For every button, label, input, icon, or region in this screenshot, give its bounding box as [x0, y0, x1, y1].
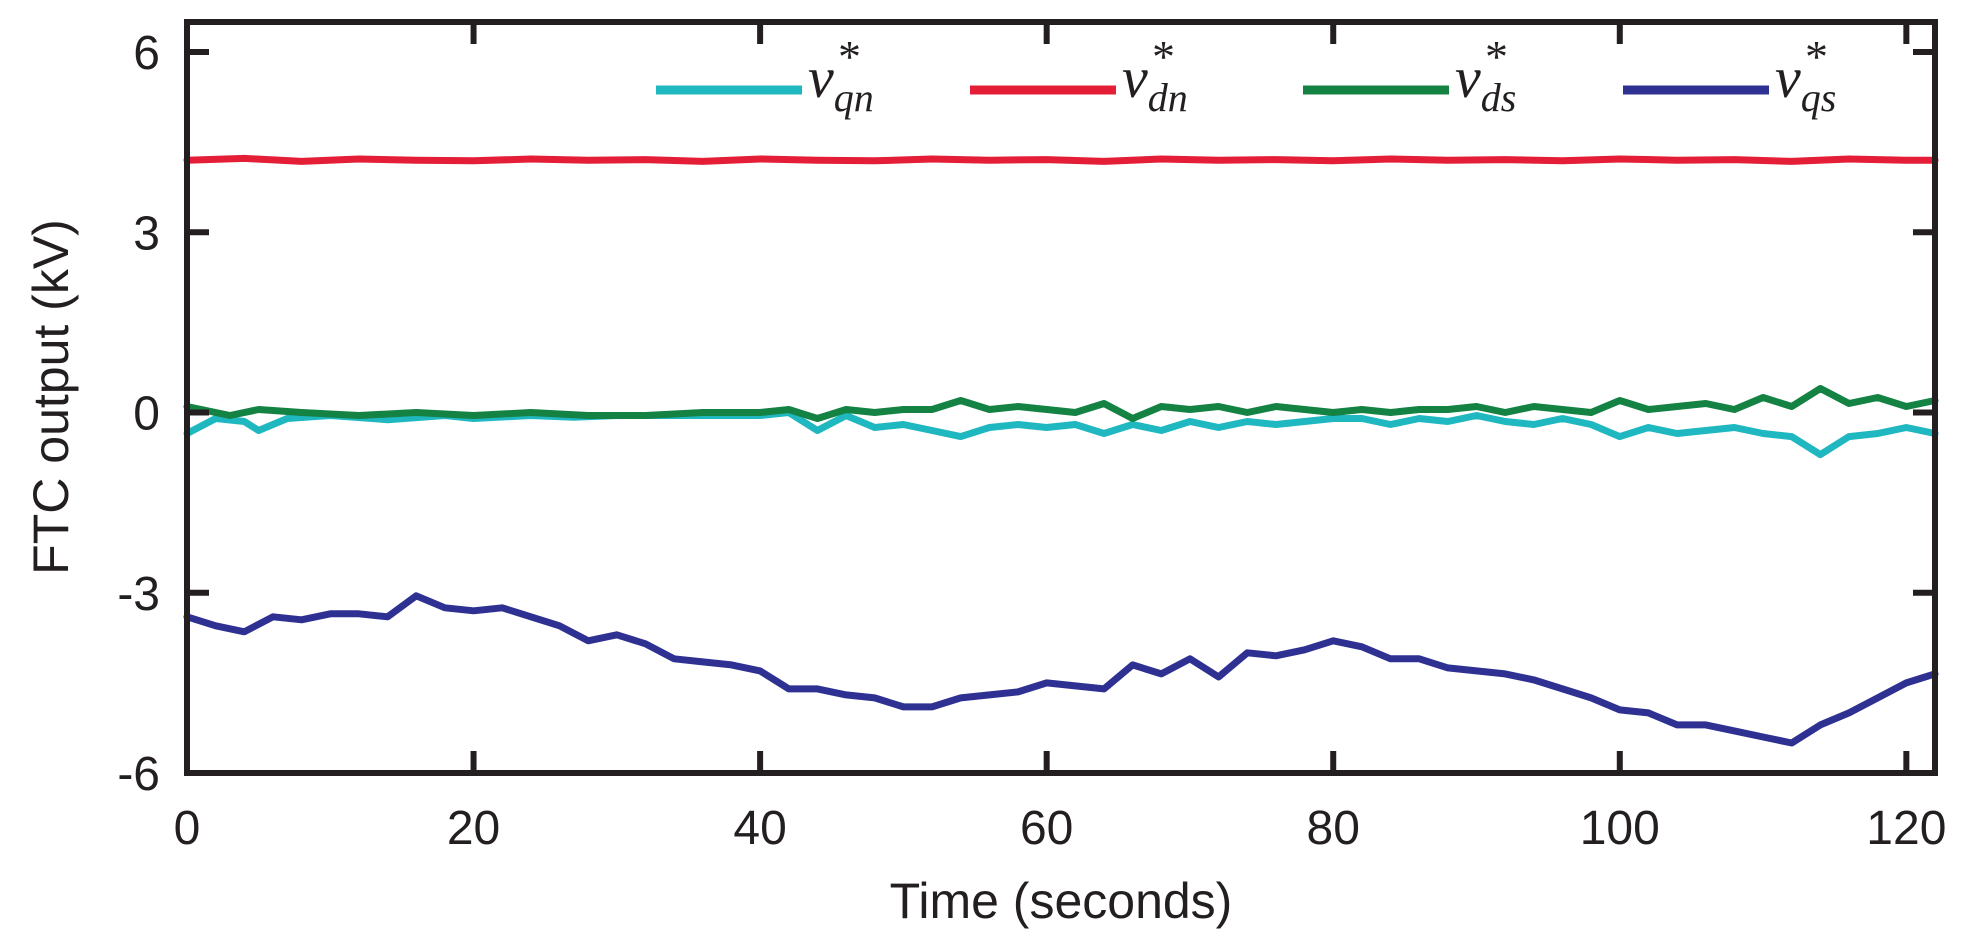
legend-star-qs: * — [1805, 31, 1828, 82]
x-tick-label: 0 — [174, 802, 201, 855]
x-tick-label: 40 — [733, 802, 786, 855]
y-tick-label: 6 — [133, 27, 160, 80]
x-axis-title: Time (seconds) — [890, 873, 1233, 929]
series-layer — [183, 154, 1939, 747]
legend-star-ds: * — [1485, 31, 1508, 82]
y-tick-label: -6 — [117, 748, 160, 801]
legend-label-qn: vqn — [808, 45, 874, 120]
x-tick-label: 80 — [1307, 802, 1360, 855]
series-line-qn — [183, 409, 1939, 459]
series-line-dn — [183, 154, 1939, 165]
y-tick-label: -3 — [117, 568, 160, 621]
legend-label-ds: vds — [1455, 45, 1516, 120]
tick-layer: 0 20 40 60 80 100 120 6 3 0 -3 -6 — [117, 22, 1946, 855]
legend-label-dn: vdn — [1122, 45, 1188, 120]
plot-frame — [184, 19, 1938, 776]
x-tick-label: 20 — [447, 802, 500, 855]
x-tick-label: 60 — [1020, 802, 1073, 855]
x-tick-label: 120 — [1866, 802, 1946, 855]
series-line-ds — [183, 385, 1939, 422]
series-line-qs — [183, 592, 1939, 747]
legend-star-qn: * — [838, 31, 861, 82]
legend-label-qs: vqs — [1775, 45, 1836, 120]
x-tick-label: 100 — [1580, 802, 1660, 855]
legend-star-dn: * — [1152, 31, 1175, 82]
y-axis-title: FTC output (kV) — [23, 219, 79, 575]
legend: vqn* vdn* vds* vqs* — [656, 31, 1836, 120]
y-tick-label: 3 — [133, 207, 160, 260]
y-tick-label: 0 — [133, 388, 160, 441]
